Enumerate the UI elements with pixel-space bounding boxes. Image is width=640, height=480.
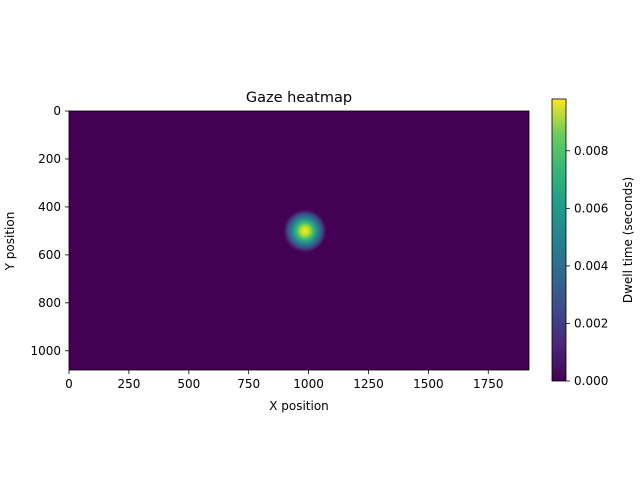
x-tick-label: 1000 (293, 377, 324, 391)
y-tick-label: 200 (38, 152, 61, 166)
x-tick-label: 250 (117, 377, 140, 391)
x-tick-label: 500 (177, 377, 200, 391)
y-tick-label: 800 (38, 296, 61, 310)
colorbar-tick-label: 0.004 (574, 259, 608, 273)
y-tick-label: 600 (38, 248, 61, 262)
x-tick-label: 1500 (413, 377, 444, 391)
gaze-hotspot (283, 209, 327, 253)
colorbar-tick-label: 0.008 (574, 144, 608, 158)
y-axis-label: Y position (3, 212, 17, 272)
colorbar-tick-label: 0.006 (574, 201, 608, 215)
y-tick-label: 1000 (30, 344, 61, 358)
x-tick-label: 1750 (473, 377, 504, 391)
plot-frame (68, 110, 530, 371)
x-axis: 0 250 500 750 1000 1250 1500 1750 (65, 370, 504, 391)
x-tick-label: 750 (237, 377, 260, 391)
chart-title: Gaze heatmap (246, 90, 352, 106)
x-tick-label: 0 (65, 377, 73, 391)
y-tick-label: 0 (53, 104, 61, 118)
colorbar-tick-label: 0.002 (574, 316, 608, 330)
colorbar (551, 98, 567, 382)
colorbar-ticks: 0.000 0.002 0.004 0.006 0.008 (566, 144, 608, 388)
y-axis: 0 200 400 600 800 1000 (30, 104, 69, 358)
colorbar-tick-label: 0.000 (574, 374, 608, 388)
x-tick-label: 1250 (353, 377, 384, 391)
colorbar-label: Dwell time (seconds) (621, 177, 635, 303)
x-axis-label: X position (269, 399, 329, 413)
y-tick-label: 400 (38, 200, 61, 214)
